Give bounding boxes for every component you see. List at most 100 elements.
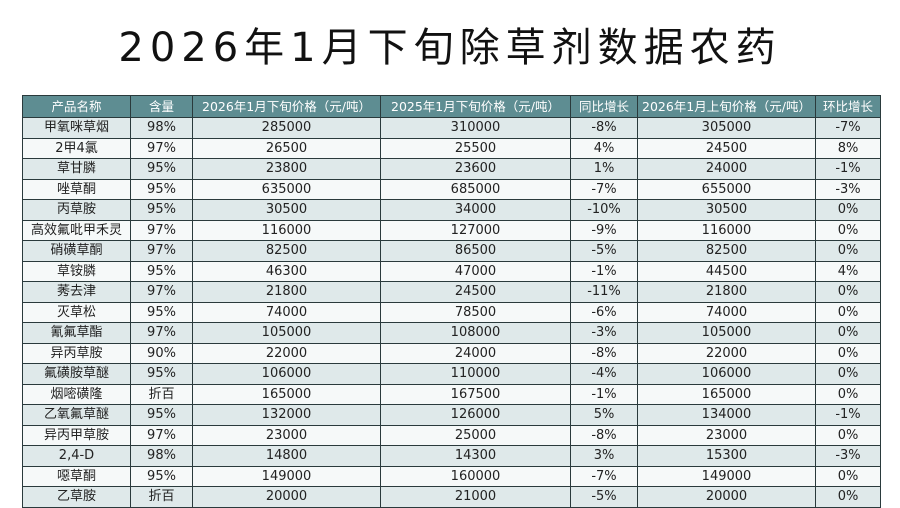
- table-cell: 95%: [130, 404, 193, 426]
- table-row: 硝磺草酮 97% 82500 86500 -5% 82500 0%: [22, 240, 881, 262]
- table-cell: 97%: [130, 219, 193, 241]
- table-cell: 74000: [192, 301, 381, 323]
- table-cell: 82500: [637, 240, 816, 262]
- table-cell: 165000: [637, 383, 816, 405]
- table-cell: 160000: [380, 465, 571, 487]
- table-cell: 108000: [380, 322, 571, 344]
- table-cell: 23600: [380, 158, 571, 180]
- table-cell: 0%: [815, 322, 881, 344]
- table-row: 草甘膦 95% 23800 23600 1% 24000 -1%: [22, 158, 881, 180]
- table-cell: 82500: [192, 240, 381, 262]
- table-cell: 97%: [130, 240, 193, 262]
- table-cell: -3%: [815, 178, 881, 200]
- table-cell: 47000: [380, 260, 571, 282]
- table-cell: 氰氟草酯: [22, 322, 131, 344]
- table-cell: 甲氧咪草烟: [22, 117, 131, 139]
- table-row: 高效氟吡甲禾灵 97% 116000 127000 -9% 116000 0%: [22, 219, 881, 241]
- table-cell: 24000: [380, 342, 571, 364]
- table-cell: 20000: [192, 486, 381, 508]
- table-cell: -8%: [570, 424, 638, 446]
- title: 2026年1月下旬除草剂数据农药: [118, 25, 782, 71]
- table-cell: 34000: [380, 199, 571, 221]
- table-cell: 26500: [192, 137, 381, 159]
- table-cell: -5%: [570, 486, 638, 508]
- table-row: 甲氧咪草烟 98% 285000 310000 -8% 305000 -7%: [22, 117, 881, 139]
- table-cell: 78500: [380, 301, 571, 323]
- table-cell: 98%: [130, 445, 193, 467]
- table-cell: 4%: [815, 260, 881, 282]
- table-cell: 25500: [380, 137, 571, 159]
- table-cell: -1%: [815, 158, 881, 180]
- table-cell: 132000: [192, 404, 381, 426]
- table-row: 2甲4氯 97% 26500 25500 4% 24500 8%: [22, 137, 881, 159]
- table-head: 产品名称 含量 2026年1月下旬价格（元/吨） 2025年1月下旬价格（元/吨） 同比…: [22, 95, 881, 118]
- table-cell: 167500: [380, 383, 571, 405]
- table-cell: 105000: [637, 322, 816, 344]
- table-cell: 23000: [192, 424, 381, 446]
- table-cell: 95%: [130, 260, 193, 282]
- table-cell: 14300: [380, 445, 571, 467]
- table-cell: -1%: [570, 260, 638, 282]
- table-cell: 95%: [130, 363, 193, 385]
- table-cell: 22000: [192, 342, 381, 364]
- table-cell: 噁草酮: [22, 465, 131, 487]
- table-cell: 灭草松: [22, 301, 131, 323]
- header-cell: 2025年1月下旬价格（元/吨）: [380, 95, 571, 118]
- header-cell: 环比增长: [815, 95, 881, 118]
- table-row: 异丙草胺 90% 22000 24000 -8% 22000 0%: [22, 342, 881, 364]
- table-cell: 4%: [570, 137, 638, 159]
- table-cell: 乙氧氟草醚: [22, 404, 131, 426]
- table-cell: 310000: [380, 117, 571, 139]
- table-cell: 高效氟吡甲禾灵: [22, 219, 131, 241]
- header-cell: 同比增长: [570, 95, 638, 118]
- table-cell: 110000: [380, 363, 571, 385]
- table-cell: -8%: [570, 342, 638, 364]
- table-cell: 唑草酮: [22, 178, 131, 200]
- table-cell: 116000: [637, 219, 816, 241]
- table-cell: 5%: [570, 404, 638, 426]
- table-row: 丙草胺 95% 30500 34000 -10% 30500 0%: [22, 199, 881, 221]
- table-cell: 95%: [130, 158, 193, 180]
- table-cell: 98%: [130, 117, 193, 139]
- table-cell: -4%: [570, 363, 638, 385]
- table-cell: 24500: [637, 137, 816, 159]
- header-cell: 产品名称: [22, 95, 131, 118]
- table-row: 2,4-D 98% 14800 14300 3% 15300 -3%: [22, 445, 881, 467]
- table-cell: 655000: [637, 178, 816, 200]
- header-cell: 含量: [130, 95, 193, 118]
- table-cell: 0%: [815, 342, 881, 364]
- table-cell: -10%: [570, 199, 638, 221]
- table-cell: 126000: [380, 404, 571, 426]
- table-cell: 149000: [192, 465, 381, 487]
- table-cell: 0%: [815, 301, 881, 323]
- table-cell: 23000: [637, 424, 816, 446]
- table-cell: 0%: [815, 486, 881, 508]
- table-cell: 74000: [637, 301, 816, 323]
- table-cell: 2甲4氯: [22, 137, 131, 159]
- table-cell: 97%: [130, 281, 193, 303]
- header-cell: 2026年1月下旬价格（元/吨）: [192, 95, 381, 118]
- table-cell: 134000: [637, 404, 816, 426]
- table-cell: -11%: [570, 281, 638, 303]
- table-cell: 草铵膦: [22, 260, 131, 282]
- table-cell: 25000: [380, 424, 571, 446]
- price-table: 产品名称 含量 2026年1月下旬价格（元/吨） 2025年1月下旬价格（元/吨） 同比…: [22, 95, 881, 508]
- table-cell: 21800: [637, 281, 816, 303]
- table-cell: 草甘膦: [22, 158, 131, 180]
- table-cell: -3%: [815, 445, 881, 467]
- table-row: 莠去津 97% 21800 24500 -11% 21800 0%: [22, 281, 881, 303]
- table-row: 唑草酮 95% 635000 685000 -7% 655000 -3%: [22, 178, 881, 200]
- table-row: 异丙甲草胺 97% 23000 25000 -8% 23000 0%: [22, 424, 881, 446]
- table-cell: 21000: [380, 486, 571, 508]
- table-cell: 635000: [192, 178, 381, 200]
- table-cell: 95%: [130, 199, 193, 221]
- table-cell: -1%: [570, 383, 638, 405]
- table-cell: 0%: [815, 219, 881, 241]
- table-cell: 24000: [637, 158, 816, 180]
- table-cell: 90%: [130, 342, 193, 364]
- table-cell: 折百: [130, 486, 193, 508]
- table-cell: 8%: [815, 137, 881, 159]
- table-cell: 285000: [192, 117, 381, 139]
- table-cell: 硝磺草酮: [22, 240, 131, 262]
